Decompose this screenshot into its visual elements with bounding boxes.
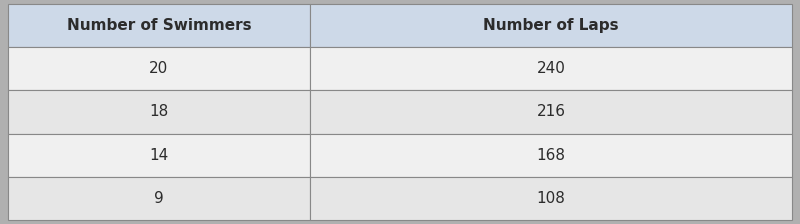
Bar — [310, 177, 792, 220]
Text: 108: 108 — [537, 191, 566, 206]
Bar — [8, 177, 310, 220]
Bar — [310, 90, 792, 134]
Text: 14: 14 — [150, 148, 169, 163]
Text: 216: 216 — [537, 105, 566, 119]
Bar — [8, 90, 310, 134]
Text: 20: 20 — [150, 61, 169, 76]
Text: Number of Swimmers: Number of Swimmers — [66, 18, 251, 33]
Bar — [8, 134, 310, 177]
Bar — [310, 4, 792, 47]
Text: Number of Laps: Number of Laps — [483, 18, 618, 33]
Text: 18: 18 — [150, 105, 169, 119]
Bar — [310, 134, 792, 177]
Bar — [8, 4, 310, 47]
Bar — [310, 47, 792, 90]
Text: 9: 9 — [154, 191, 164, 206]
Bar — [8, 47, 310, 90]
Text: 168: 168 — [537, 148, 566, 163]
Text: 240: 240 — [537, 61, 566, 76]
